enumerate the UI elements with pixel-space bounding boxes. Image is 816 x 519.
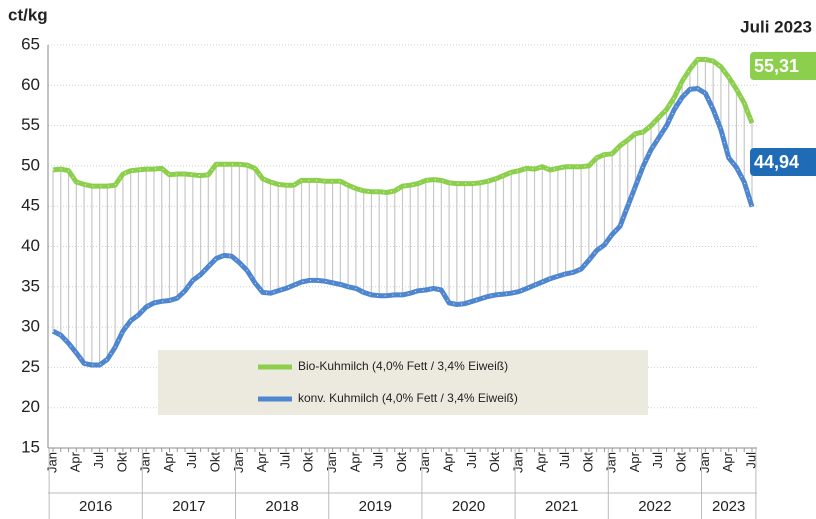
x-tick-label: Apr [68, 451, 83, 472]
x-tick-label: Jul [277, 452, 292, 469]
y-tick-label: 55 [21, 115, 40, 134]
year-label: 2022 [638, 498, 671, 515]
x-tick-label: Jul [371, 452, 386, 469]
x-tick-label: Jul [743, 452, 758, 469]
series-line [51, 86, 755, 368]
legend-label: Bio-Kuhmilch (4,0% Fett / 3,4% Eiweiß) [298, 359, 508, 373]
y-tick-label: 60 [21, 75, 40, 94]
end-label: 44,94 [754, 152, 799, 172]
y-axis-label: ct/kg [8, 5, 48, 24]
y-tick-label: 40 [21, 236, 40, 255]
x-tick-label: Jan [138, 452, 153, 473]
x-tick-label: Apr [161, 451, 176, 472]
year-label: 2017 [172, 498, 205, 515]
x-tick-label: Apr [720, 451, 735, 472]
series-line [52, 57, 755, 195]
x-tick-label: Apr [534, 451, 549, 472]
x-tick-label: Okt [487, 452, 502, 473]
x-tick-label: Jan [604, 452, 619, 473]
x-tick-label: Jan [697, 452, 712, 473]
x-tick-label: Okt [208, 452, 223, 473]
x-tick-label: Okt [394, 452, 409, 473]
y-tick-label: 25 [21, 357, 40, 376]
y-tick-label: 45 [21, 196, 40, 215]
y-tick-label: 15 [21, 437, 40, 456]
x-tick-label: Apr [347, 451, 362, 472]
year-label: 2016 [79, 498, 112, 515]
x-tick-label: Okt [114, 452, 129, 473]
legend-label: konv. Kuhmilch (4,0% Fett / 3,4% Eiweiß) [298, 391, 518, 405]
x-tick-label: Okt [580, 452, 595, 473]
x-tick-label: Jul [91, 452, 106, 469]
chart-title: Juli 2023 [740, 17, 812, 36]
end-label: 55,31 [754, 56, 799, 76]
year-label: 2020 [452, 498, 485, 515]
x-tick-label: Jan [324, 452, 339, 473]
x-tick-label: Jul [557, 452, 572, 469]
y-tick-label: 65 [21, 34, 40, 53]
year-label: 2023 [712, 498, 745, 515]
x-tick-label: Apr [441, 451, 456, 472]
x-tick-label: Jul [464, 452, 479, 469]
legend-box [158, 350, 648, 415]
x-tick-label: Jan [510, 452, 525, 473]
year-label: 2018 [265, 498, 298, 515]
x-tick-label: Jan [231, 452, 246, 473]
y-tick-label: 50 [21, 155, 40, 174]
end-label-box [750, 52, 816, 80]
x-tick-label: Apr [627, 451, 642, 472]
year-label: 2021 [545, 498, 578, 515]
x-tick-label: Okt [674, 452, 689, 473]
y-tick-label: 30 [21, 317, 40, 336]
y-tick-label: 35 [21, 276, 40, 295]
x-tick-label: Jan [44, 452, 59, 473]
y-tick-label: 20 [21, 397, 40, 416]
x-tick-label: Apr [254, 451, 269, 472]
x-tick-label: Jul [650, 452, 665, 469]
x-tick-label: Okt [301, 452, 316, 473]
end-label-box [750, 148, 816, 176]
x-tick-label: Jan [417, 452, 432, 473]
x-tick-label: Jul [184, 452, 199, 469]
year-label: 2019 [359, 498, 392, 515]
